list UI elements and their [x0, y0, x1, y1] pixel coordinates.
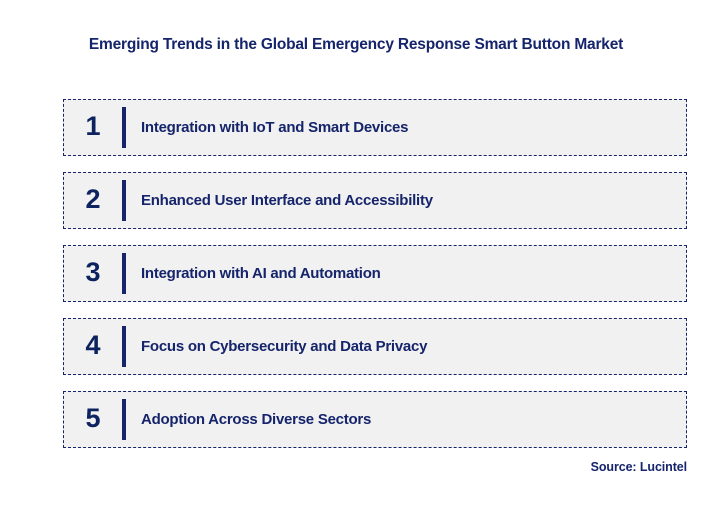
trend-list: 1 Integration with IoT and Smart Devices…	[63, 99, 687, 448]
trend-rank-number: 5	[85, 403, 101, 433]
trend-label: Focus on Cybersecurity and Data Privacy	[141, 338, 428, 355]
trend-rank-number: 3	[85, 257, 101, 287]
trend-row[interactable]: 5 Adoption Across Diverse Sectors	[63, 391, 687, 448]
page-title: Emerging Trends in the Global Emergency …	[88, 36, 624, 53]
trend-rank-number: 1	[85, 111, 101, 141]
trend-rank-number: 2	[85, 184, 101, 214]
vertical-divider	[122, 399, 126, 440]
trend-label: Integration with AI and Automation	[141, 265, 381, 282]
source-attribution: Source: Lucintel	[590, 460, 687, 474]
trend-row[interactable]: 2 Enhanced User Interface and Accessibil…	[63, 172, 687, 229]
trend-label: Enhanced User Interface and Accessibilit…	[141, 192, 433, 209]
trend-label: Integration with IoT and Smart Devices	[141, 119, 409, 136]
trend-rank-number: 4	[85, 330, 101, 360]
trend-row[interactable]: 4 Focus on Cybersecurity and Data Privac…	[63, 318, 687, 375]
trend-row[interactable]: 1 Integration with IoT and Smart Devices	[63, 99, 687, 156]
vertical-divider	[122, 180, 126, 221]
vertical-divider	[122, 107, 126, 148]
trend-row[interactable]: 3 Integration with AI and Automation	[63, 245, 687, 302]
trend-label: Adoption Across Diverse Sectors	[141, 411, 372, 428]
vertical-divider	[122, 326, 126, 367]
vertical-divider	[122, 253, 126, 294]
